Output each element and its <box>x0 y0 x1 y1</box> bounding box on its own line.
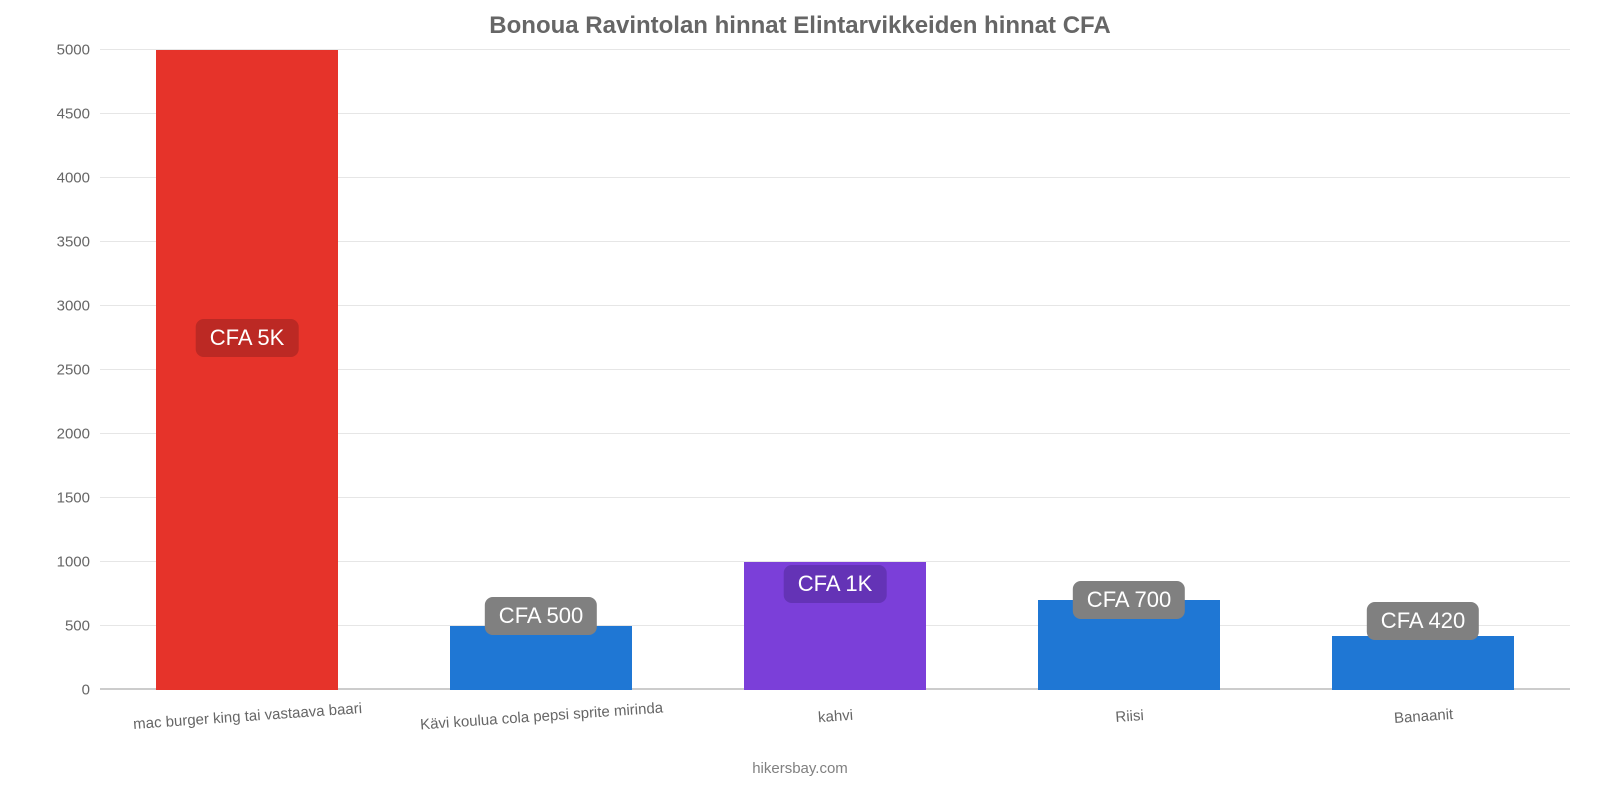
plot-area: 0500100015002000250030003500400045005000… <box>100 50 1570 690</box>
y-tick-label: 1500 <box>57 490 100 507</box>
y-tick-label: 0 <box>82 682 100 699</box>
bar <box>1332 636 1514 690</box>
value-badge: CFA 5K <box>196 319 299 357</box>
x-tick-label: Banaanit <box>1393 706 1453 727</box>
value-badge: CFA 700 <box>1073 581 1185 619</box>
x-tick-label: Riisi <box>1115 707 1144 726</box>
y-tick-label: 2500 <box>57 362 100 379</box>
value-badge: CFA 420 <box>1367 602 1479 640</box>
y-tick-label: 4000 <box>57 170 100 187</box>
chart-container: Bonoua Ravintolan hinnat Elintarvikkeide… <box>0 0 1600 800</box>
bar <box>156 50 338 690</box>
y-tick-label: 4500 <box>57 106 100 123</box>
chart-title: Bonoua Ravintolan hinnat Elintarvikkeide… <box>0 12 1600 40</box>
y-tick-label: 3000 <box>57 298 100 315</box>
bar <box>450 626 632 690</box>
credit-text: hikersbay.com <box>0 760 1600 777</box>
value-badge: CFA 1K <box>784 565 887 603</box>
y-tick-label: 5000 <box>57 42 100 59</box>
x-tick-label: Kävi koulua cola pepsi sprite mirinda <box>420 700 664 734</box>
x-tick-label: kahvi <box>818 707 854 726</box>
y-tick-label: 1000 <box>57 554 100 571</box>
y-tick-label: 3500 <box>57 234 100 251</box>
x-tick-label: mac burger king tai vastaava baari <box>133 700 363 733</box>
y-tick-label: 500 <box>65 618 100 635</box>
y-tick-label: 2000 <box>57 426 100 443</box>
value-badge: CFA 500 <box>485 597 597 635</box>
